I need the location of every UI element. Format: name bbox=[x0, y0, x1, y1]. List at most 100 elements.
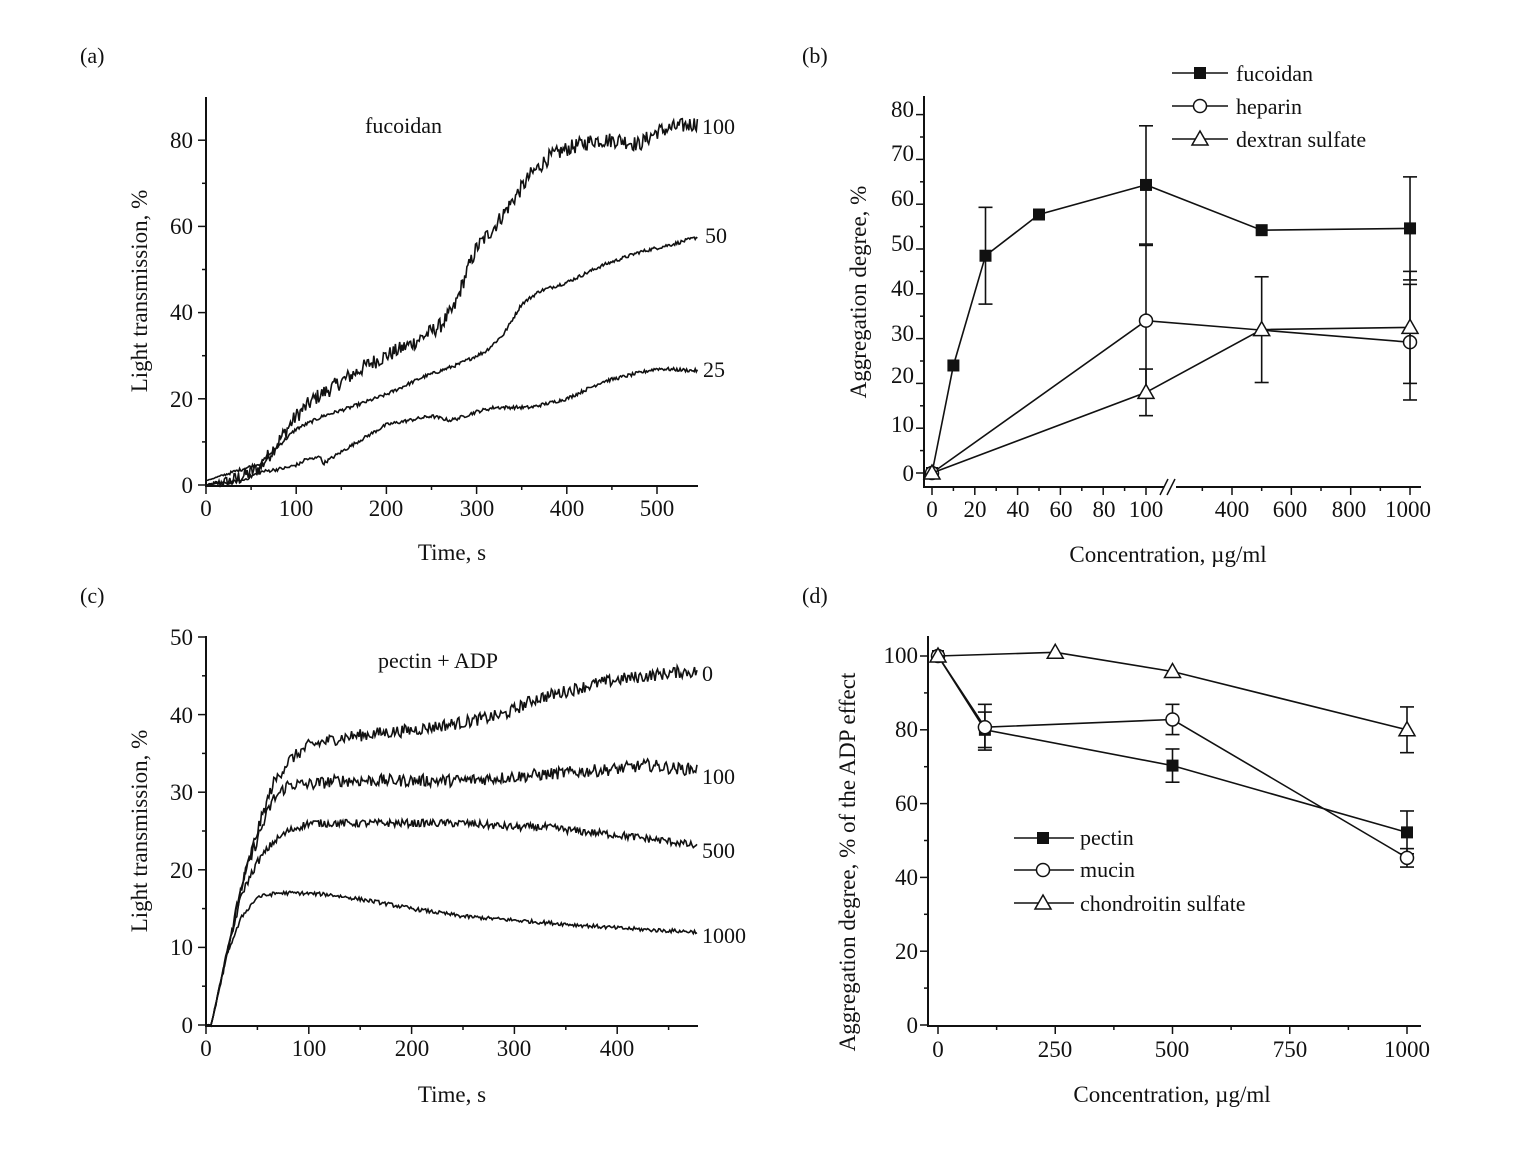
axis-break-icon bbox=[1159, 478, 1176, 496]
x-tick-label: 300 bbox=[497, 1036, 532, 1061]
series-fucoidan bbox=[926, 125, 1418, 479]
series-chondroitin-sulfate bbox=[928, 642, 1417, 754]
x-tick-label: 750 bbox=[1273, 1037, 1308, 1062]
x-tick-label: 100 bbox=[292, 1036, 327, 1061]
x-tick-label: 400 bbox=[550, 496, 585, 521]
panel-a-series bbox=[205, 117, 699, 489]
y-tick-label: 30 bbox=[170, 780, 193, 805]
panel-b-legend: fucoidan heparin dextran sulfate bbox=[1172, 61, 1366, 152]
y-tick-label: 50 bbox=[891, 231, 914, 256]
series-heparin bbox=[924, 244, 1418, 481]
x-tick-label: 40 bbox=[1007, 497, 1030, 522]
series-line bbox=[937, 651, 1408, 731]
panel-d-y-axis-title: Aggregation degree, % of the ADP effect bbox=[835, 672, 860, 1051]
y-tick-label: 20 bbox=[170, 858, 193, 883]
y-tick-label: 20 bbox=[891, 363, 914, 388]
data-point bbox=[977, 719, 993, 735]
y-tick-label: 40 bbox=[895, 865, 918, 890]
panel-c-x-axis-title: Time, s bbox=[418, 1082, 486, 1107]
data-point bbox=[1045, 642, 1065, 660]
legend-marker bbox=[1033, 893, 1053, 910]
curve-label-25: 25 bbox=[703, 357, 725, 382]
legend-label-heparin: heparin bbox=[1236, 94, 1302, 119]
x-tick-label: 400 bbox=[600, 1036, 635, 1061]
x-tick-label: 600 bbox=[1273, 497, 1308, 522]
x-tick-label: 100 bbox=[1129, 497, 1164, 522]
legend-marker bbox=[1035, 862, 1051, 878]
panel-d-label: (d) bbox=[802, 583, 828, 608]
trace-100 bbox=[205, 757, 698, 1026]
data-point bbox=[1163, 661, 1182, 679]
panel-b-series bbox=[922, 125, 1420, 481]
series-line bbox=[937, 655, 1408, 859]
trace-25 bbox=[205, 366, 699, 486]
x-tick-label: 80 bbox=[1093, 497, 1116, 522]
legend-label-mucin: mucin bbox=[1080, 857, 1135, 882]
legend-label-fucoidan: fucoidan bbox=[1236, 61, 1313, 86]
curve-label-100: 100 bbox=[702, 764, 735, 789]
x-tick-label: 400 bbox=[1215, 497, 1250, 522]
y-tick-label: 40 bbox=[170, 703, 193, 728]
y-tick-label: 70 bbox=[891, 141, 914, 166]
x-tick-label: 1000 bbox=[1385, 497, 1431, 522]
panel-a-y-axis-title: Light transmission, % bbox=[127, 190, 152, 393]
data-point bbox=[1136, 382, 1156, 400]
y-tick-label: 100 bbox=[884, 643, 919, 668]
data-point bbox=[928, 646, 948, 663]
series-dextran-sulfate bbox=[922, 270, 1420, 480]
panel-c-x-tick-labels: 0 100 200 300 400 bbox=[200, 1036, 634, 1061]
legend-label-chondroitin-sulfate: chondroitin sulfate bbox=[1080, 891, 1246, 916]
x-tick-label: 200 bbox=[369, 496, 404, 521]
y-tick-label: 20 bbox=[895, 939, 918, 964]
x-tick-label: 0 bbox=[926, 497, 938, 522]
trace-50 bbox=[205, 236, 698, 482]
series-pectin bbox=[932, 650, 1414, 855]
legend-marker bbox=[1190, 129, 1210, 146]
panel-b-y-axis-title: Aggregation degree, % bbox=[846, 186, 871, 399]
data-point bbox=[979, 249, 992, 262]
x-tick-label: 800 bbox=[1332, 497, 1367, 522]
curve-label-50: 50 bbox=[705, 223, 727, 248]
data-point bbox=[1399, 850, 1415, 866]
panel-c-series bbox=[205, 662, 698, 1028]
data-point bbox=[1397, 720, 1417, 737]
panel-d: (d) 0 20 40 60 80 100 0 250 500 750 1000… bbox=[802, 583, 1430, 1107]
data-point bbox=[947, 359, 960, 372]
data-point bbox=[1252, 320, 1271, 337]
x-tick-label: 200 bbox=[395, 1036, 430, 1061]
series-line bbox=[937, 655, 1408, 834]
series-line bbox=[931, 326, 1411, 474]
y-tick-label: 10 bbox=[891, 412, 914, 437]
y-tick-label: 80 bbox=[891, 97, 914, 122]
panel-a-x-axis-title: Time, s bbox=[418, 540, 486, 565]
legend-label-pectin: pectin bbox=[1080, 825, 1134, 850]
x-tick-label: 500 bbox=[640, 496, 675, 521]
legend-marker bbox=[1194, 67, 1206, 79]
panel-c-y-axis-title: Light transmission, % bbox=[127, 730, 152, 933]
legend-marker bbox=[1037, 832, 1049, 844]
x-tick-label: 500 bbox=[1155, 1037, 1190, 1062]
panel-b-x-axis-title: Concentration, µg/ml bbox=[1069, 542, 1266, 567]
y-tick-label: 0 bbox=[182, 473, 194, 498]
panel-a: (a) fucoidan 0 20 40 60 80 0 100 200 300… bbox=[80, 43, 735, 565]
y-tick-label: 40 bbox=[170, 300, 193, 325]
x-tick-label: 20 bbox=[964, 497, 987, 522]
legend-label-dextran-sulfate: dextran sulfate bbox=[1236, 127, 1366, 152]
data-point bbox=[1165, 712, 1180, 727]
panel-d-y-tick-labels: 0 20 40 60 80 100 bbox=[884, 643, 919, 1038]
panel-d-x-tick-labels: 0 250 500 750 1000 bbox=[932, 1037, 1430, 1062]
panel-a-x-tick-labels: 0 100 200 300 400 500 bbox=[200, 496, 674, 521]
y-tick-label: 60 bbox=[891, 186, 914, 211]
y-tick-label: 80 bbox=[895, 717, 918, 742]
panel-a-annotation: fucoidan bbox=[365, 113, 442, 138]
x-tick-label: 100 bbox=[279, 496, 314, 521]
data-point bbox=[1140, 178, 1152, 191]
x-tick-label: 250 bbox=[1038, 1037, 1073, 1062]
data-point bbox=[1255, 224, 1268, 237]
x-tick-label: 0 bbox=[932, 1037, 944, 1062]
curve-label-0: 0 bbox=[702, 661, 713, 686]
panel-b-ticks bbox=[916, 113, 1411, 495]
x-tick-label: 0 bbox=[200, 1036, 212, 1061]
panel-c: (c) pectin + ADP 0 10 20 30 40 50 0 100 … bbox=[80, 583, 746, 1107]
